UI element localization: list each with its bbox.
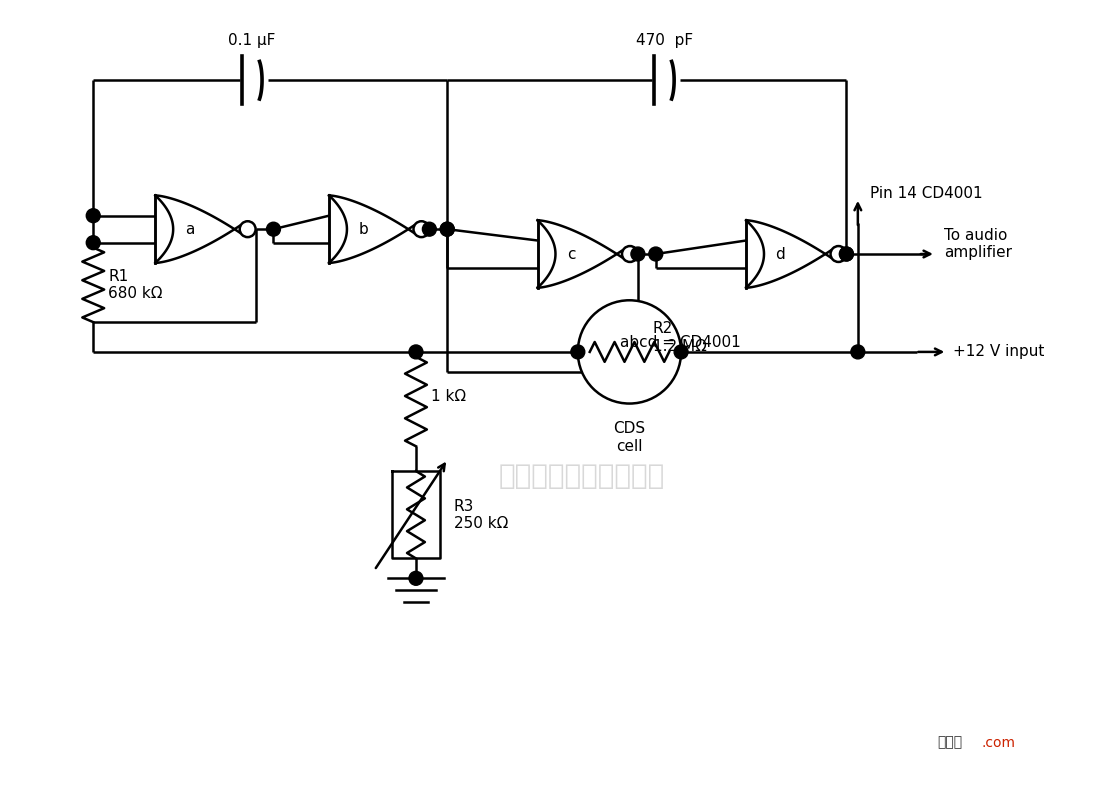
Circle shape (675, 345, 688, 359)
Circle shape (649, 247, 662, 261)
Circle shape (86, 236, 100, 250)
Text: d: d (775, 247, 785, 262)
Text: R3
250 kΩ: R3 250 kΩ (454, 499, 508, 531)
Circle shape (414, 221, 429, 237)
Circle shape (839, 247, 853, 261)
Circle shape (571, 345, 585, 359)
Circle shape (240, 221, 256, 237)
Text: 0.1 μF: 0.1 μF (229, 33, 276, 48)
Text: +12 V input: +12 V input (953, 344, 1044, 359)
Text: b: b (359, 222, 369, 236)
Circle shape (577, 301, 681, 404)
Text: CDS
cell: CDS cell (614, 421, 646, 454)
Circle shape (423, 222, 436, 236)
Circle shape (440, 222, 454, 236)
Circle shape (839, 247, 853, 261)
Circle shape (408, 572, 423, 585)
Text: Pin 14 CD4001: Pin 14 CD4001 (870, 186, 983, 201)
Text: c: c (567, 247, 576, 262)
Text: R1
680 kΩ: R1 680 kΩ (108, 269, 162, 301)
Text: a: a (184, 222, 194, 236)
Circle shape (631, 247, 645, 261)
Text: R2
1.2 MΩ: R2 1.2 MΩ (652, 321, 707, 354)
Text: 470  pF: 470 pF (636, 33, 693, 48)
Circle shape (440, 222, 454, 236)
Circle shape (266, 222, 280, 236)
Circle shape (408, 345, 423, 359)
Circle shape (830, 246, 847, 262)
Text: 1 kΩ: 1 kΩ (431, 389, 466, 404)
Text: 接线图: 接线图 (937, 736, 963, 749)
Text: .com: .com (981, 736, 1016, 749)
Circle shape (622, 246, 638, 262)
Text: 杭州将睿科技有限公司: 杭州将睿科技有限公司 (499, 462, 665, 490)
Circle shape (851, 345, 864, 359)
Circle shape (86, 209, 100, 223)
Text: To audio
amplifier: To audio amplifier (944, 228, 1011, 260)
Text: abcd = CD4001: abcd = CD4001 (619, 335, 741, 350)
